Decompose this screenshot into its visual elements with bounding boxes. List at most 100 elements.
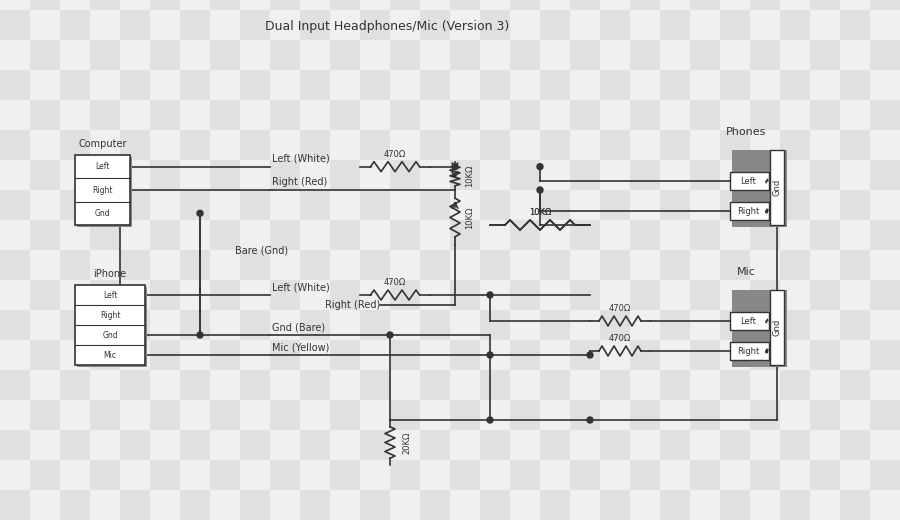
Bar [330,250,360,280]
Bar [570,10,600,40]
Bar [600,0,630,10]
Bar [810,100,840,130]
Bar [780,100,810,130]
Text: Right: Right [737,206,759,215]
Bar [0,220,30,250]
Bar [750,70,780,100]
Bar [450,190,480,220]
Bar [450,220,480,250]
Bar [0,70,30,100]
Text: Gnd: Gnd [103,331,118,340]
Bar [720,70,750,100]
Bar [780,400,810,430]
Bar [300,280,330,310]
Bar [570,310,600,340]
Bar [300,460,330,490]
Bar [150,310,180,340]
Bar [510,220,540,250]
Bar [600,430,630,460]
Bar [510,430,540,460]
Text: Gnd: Gnd [773,319,782,336]
Bar [90,490,120,520]
Bar [480,100,510,130]
Bar [630,220,660,250]
Bar [360,430,390,460]
Bar [480,400,510,430]
Bar [120,0,150,10]
Bar [330,370,360,400]
Bar [120,430,150,460]
Bar [870,490,900,520]
Bar [660,10,690,40]
Bar [870,70,900,100]
Bar [630,10,660,40]
Bar [330,490,360,520]
Bar [770,150,785,225]
Bar [0,370,30,400]
Bar [120,220,150,250]
Bar [240,10,270,40]
Bar [77,287,147,367]
Circle shape [537,187,543,193]
Bar [720,160,750,190]
Bar [180,310,210,340]
Bar [690,190,720,220]
Text: 20KΩ: 20KΩ [402,431,411,453]
Bar [480,40,510,70]
Bar [540,70,570,100]
Bar [750,340,780,370]
Bar [690,460,720,490]
Bar [570,130,600,160]
Bar [660,280,690,310]
Bar [210,430,240,460]
Bar [720,0,750,10]
Bar [360,340,390,370]
Bar [420,280,450,310]
Bar [780,280,810,310]
Circle shape [387,332,393,338]
Bar [570,0,600,10]
Bar [810,70,840,100]
Bar [420,250,450,280]
Bar [720,130,750,160]
Bar [600,70,630,100]
Bar [420,130,450,160]
Bar [210,10,240,40]
Bar [210,0,240,10]
Bar [90,160,120,190]
Bar [240,160,270,190]
Bar [30,190,60,220]
Bar [510,160,540,190]
Bar [180,460,210,490]
Bar [750,0,780,10]
Bar [600,220,630,250]
Bar [840,430,870,460]
Bar [420,100,450,130]
Bar [60,130,90,160]
Bar [540,10,570,40]
Bar [390,160,420,190]
Bar [510,340,540,370]
Bar [330,190,360,220]
Bar [210,70,240,100]
Text: 10KΩ: 10KΩ [465,165,474,187]
Bar [810,400,840,430]
Bar [570,460,600,490]
Bar [390,430,420,460]
Bar [270,430,300,460]
Bar [780,310,810,340]
Bar [420,430,450,460]
Bar [720,280,750,310]
Text: Mic: Mic [104,350,116,359]
Bar [660,0,690,10]
Bar [270,130,300,160]
Bar [450,70,480,100]
Bar [210,400,240,430]
Bar [750,310,780,340]
Text: Left: Left [103,291,117,300]
Bar [600,490,630,520]
Bar [390,190,420,220]
Bar [90,100,120,130]
Bar [630,70,660,100]
Bar [870,10,900,40]
